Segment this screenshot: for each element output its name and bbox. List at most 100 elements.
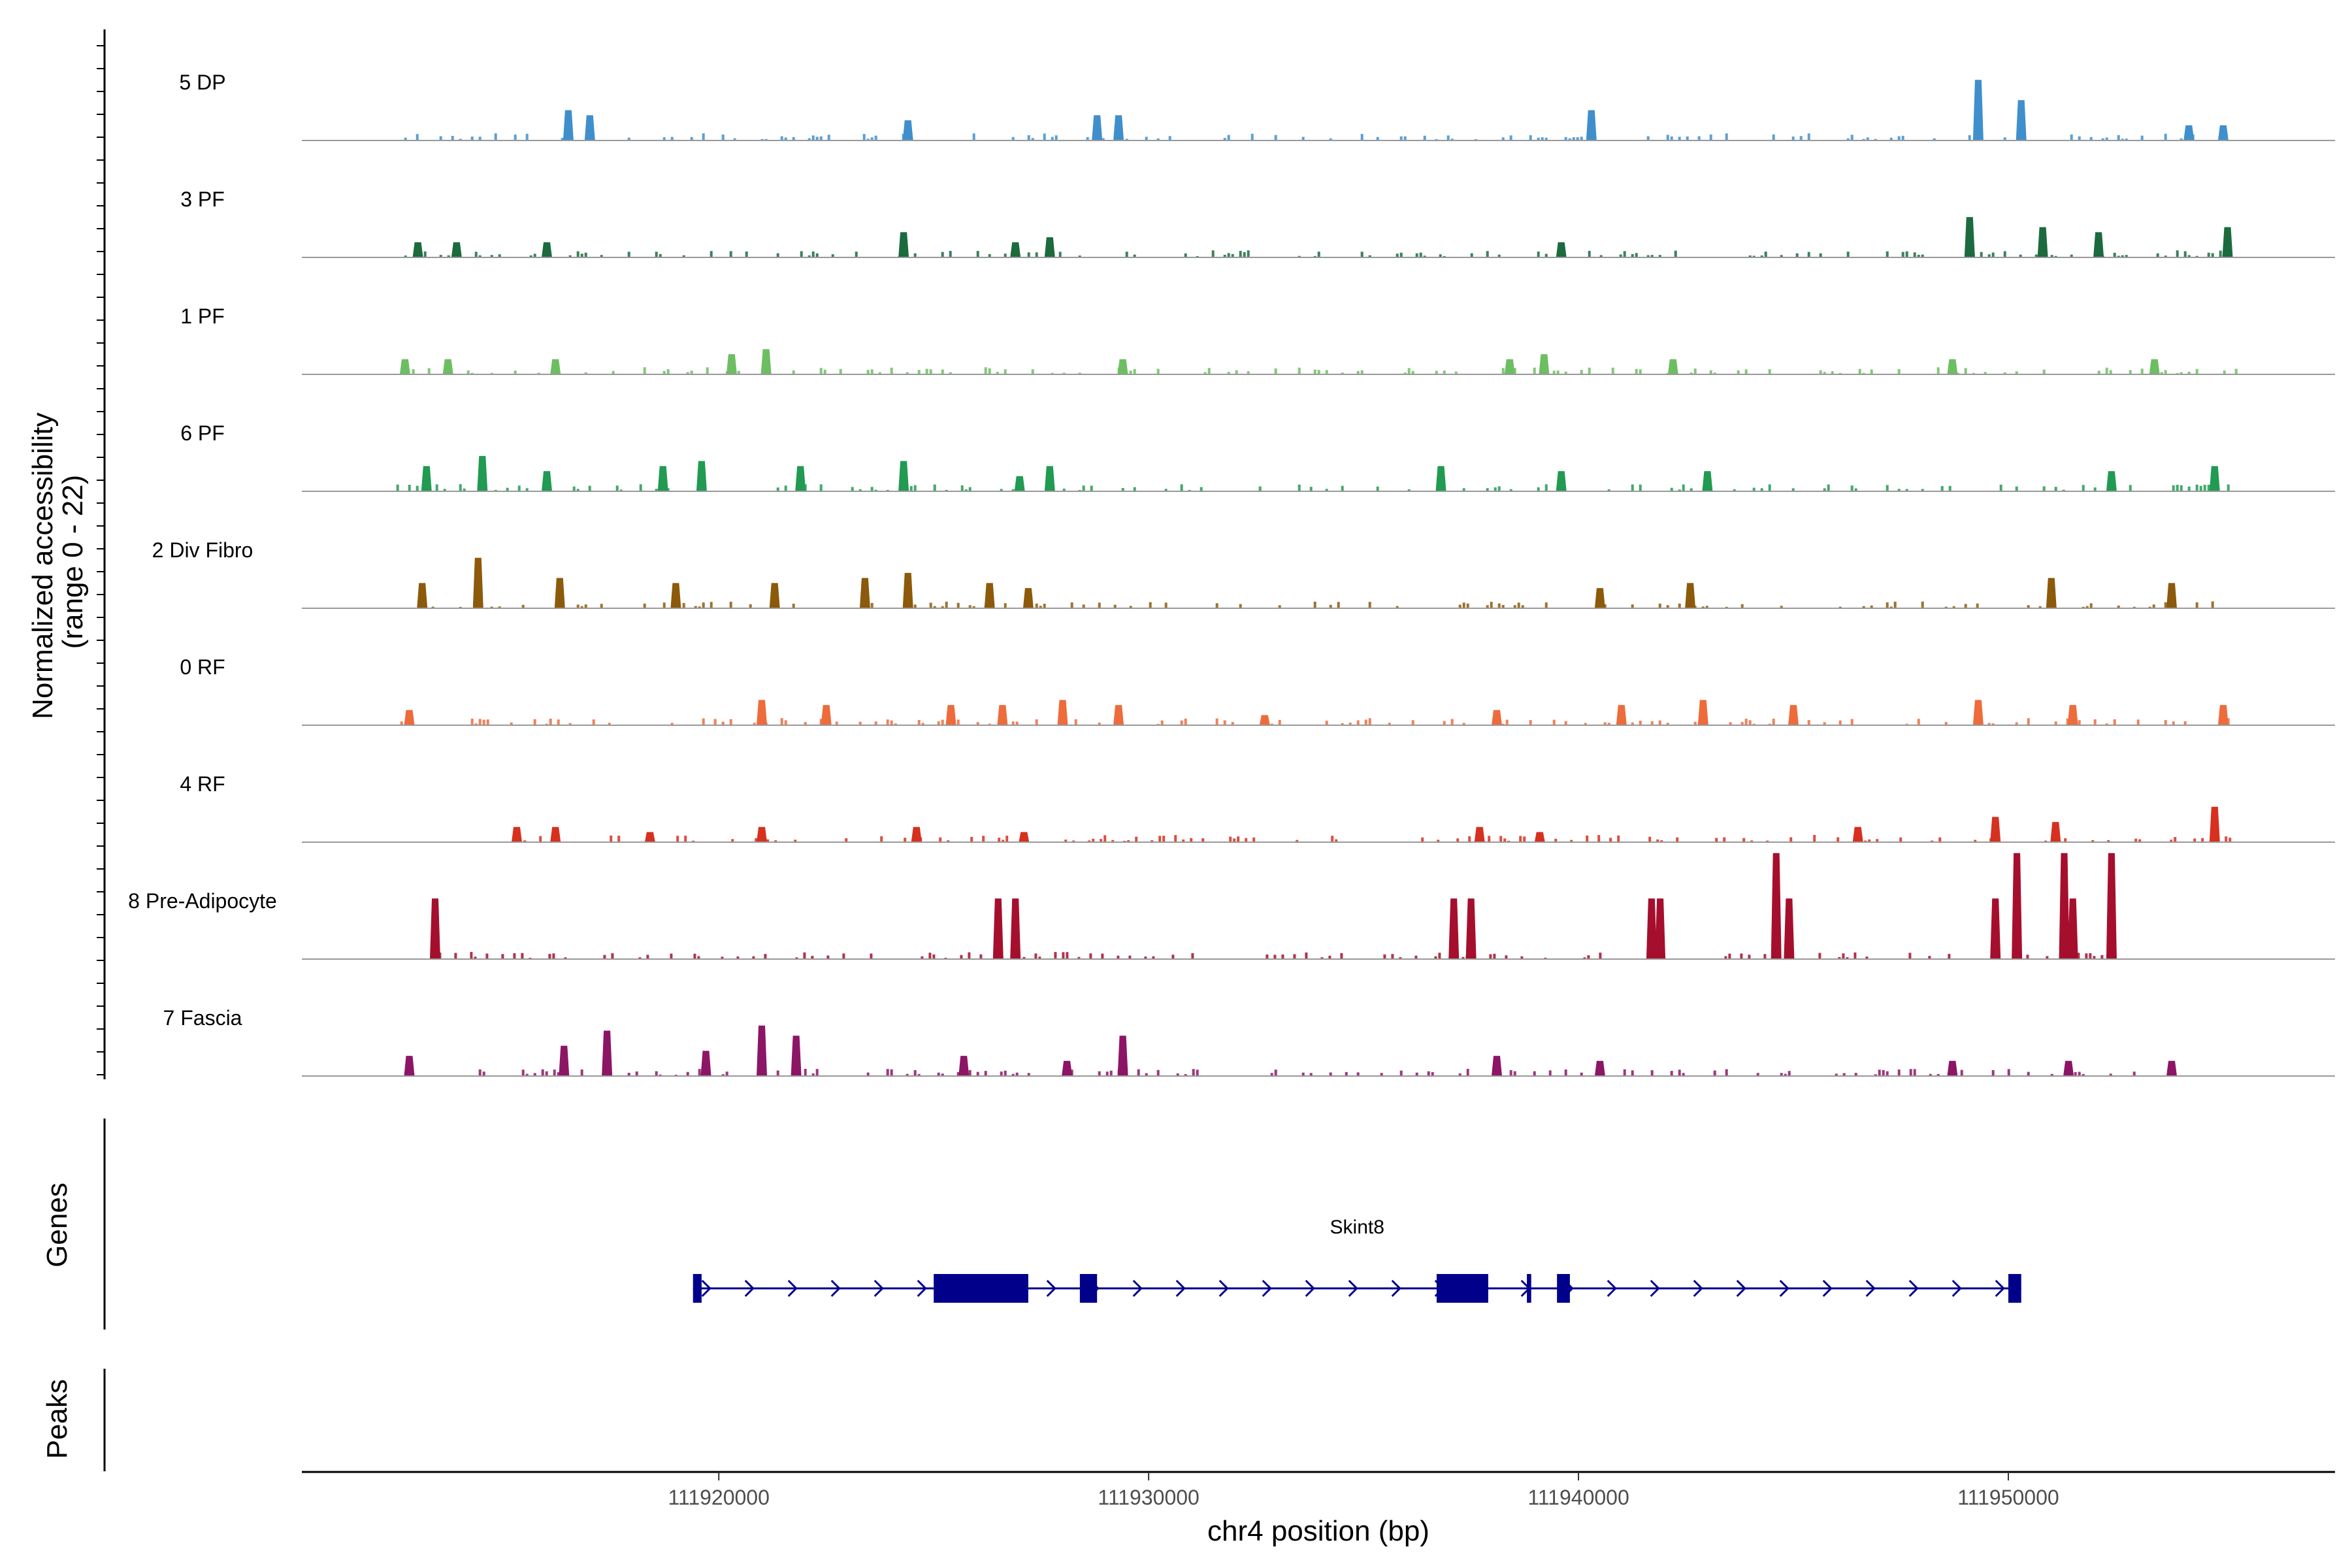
coverage-peak (2149, 359, 2160, 374)
track-2-div-fibro: 2 Div Fibro (152, 538, 2335, 609)
coverage-peak (2067, 705, 2078, 725)
track-background-signal (438, 952, 2104, 959)
coverage-peak (859, 578, 870, 608)
track-7-fascia: 7 Fascia (163, 1006, 2335, 1077)
x-tick-label: 111950000 (1957, 1486, 2059, 1509)
x-axis-title: chr4 position (bp) (1207, 1515, 1429, 1547)
coverage-peak (2016, 100, 2027, 140)
coverage-peak (2046, 578, 2057, 608)
coverage-peak (1117, 359, 1128, 374)
coverage-peak (2050, 822, 2061, 842)
coverage-peak (911, 826, 922, 842)
coverage-peak (898, 232, 909, 257)
strand-arrow-icon (1046, 1279, 1056, 1298)
strand-arrow-icon (1089, 1279, 1100, 1298)
coverage-peak (1667, 359, 1678, 374)
track-label: 8 Pre-Adipocyte (128, 889, 277, 913)
strand-arrow-icon (1175, 1279, 1186, 1298)
coverage-peak (2217, 705, 2229, 725)
gene-exon (1079, 1274, 1098, 1303)
track-background-signal (412, 367, 2238, 374)
track-1-pf: 1 PF (180, 304, 2335, 375)
coverage-peak (472, 557, 483, 608)
track-label: 4 RF (180, 772, 225, 796)
strand-arrow-icon (1908, 1279, 1919, 1298)
coverage-peak (1474, 826, 1485, 842)
coverage-peak (584, 115, 595, 140)
gene-name-label: Skint8 (1330, 1217, 1384, 1238)
coverage-peak (2209, 806, 2220, 842)
coverage-peak (997, 705, 1008, 725)
coverage-peak (1594, 1060, 1605, 1076)
strand-arrow-icon (1822, 1279, 1833, 1298)
coverage-peak (1092, 115, 1103, 140)
coverage-peak (602, 1030, 613, 1076)
coverage-peak (769, 583, 780, 608)
strand-arrow-icon (960, 1279, 970, 1298)
gene-exon (1557, 1274, 1570, 1303)
strand-arrow-icon (1779, 1279, 1789, 1298)
coverage-peak (1616, 705, 1627, 725)
coverage-peak (757, 700, 767, 725)
coverage-peak (1113, 115, 1124, 140)
strand-arrow-icon (701, 1279, 711, 1298)
coverage-peak (726, 354, 737, 374)
coverage-peak (404, 1056, 415, 1076)
coverage-peak (1113, 705, 1124, 725)
gene-exon (693, 1274, 702, 1303)
coverage-peak (984, 583, 995, 608)
coverage-peak (1556, 471, 1567, 491)
coverage-peak (2063, 1060, 2074, 1076)
coverage-peak (1685, 583, 1696, 608)
track-label: 6 PF (180, 421, 225, 445)
gene-exon (2008, 1274, 2021, 1303)
coverage-peak (2093, 232, 2104, 257)
coverage-peak (2209, 466, 2220, 491)
strand-arrow-icon (1952, 1279, 1962, 1298)
coverage-peak (898, 461, 909, 491)
coverage-peak (1972, 700, 1984, 725)
track-label: 7 Fascia (163, 1006, 242, 1030)
coverage-peak (399, 359, 410, 374)
coverage-peak (1435, 466, 1446, 491)
coverage-peak (2059, 853, 2070, 959)
coverage-peak (902, 120, 913, 140)
coverage-peak (1964, 217, 1975, 257)
coverage-peak (1492, 1056, 1502, 1076)
strand-arrow-icon (1607, 1279, 1617, 1298)
x-axis-ticks: 111920000 111930000 111940000 111950000 (668, 1472, 2059, 1509)
track-background-signal (396, 484, 2230, 491)
strand-arrow-icon (1218, 1279, 1229, 1298)
coverage-peak (644, 832, 655, 842)
coverage-peak (757, 826, 767, 842)
genes-panel-label: Genes (41, 1183, 73, 1267)
coverage-peak (1534, 832, 1545, 842)
coverage-peak (442, 359, 453, 374)
coverage-peak (2166, 583, 2177, 608)
strand-arrow-icon (1563, 1279, 1574, 1298)
coverage-peak (2012, 853, 2023, 959)
coverage-peak (2183, 125, 2195, 140)
coverage-peak (1044, 237, 1055, 257)
coverage-peak (1586, 110, 1597, 140)
y-axis-title-line2: (range 0 - 22) (57, 475, 89, 649)
coverage-peak (1947, 359, 1958, 374)
track-label: 3 PF (180, 188, 225, 211)
coverage-peak (992, 898, 1004, 959)
coverage-peak (1646, 898, 1657, 959)
track-4-rf: 4 RF (180, 772, 2335, 843)
strand-arrow-icon (874, 1279, 884, 1298)
strand-arrow-icon (1995, 1279, 2005, 1298)
coverage-peak (1702, 471, 1713, 491)
coverage-peak (542, 242, 552, 257)
x-tick-label: 111940000 (1527, 1486, 1629, 1509)
coverage-peak (696, 461, 707, 491)
coverage-peak (1057, 700, 1068, 725)
gene-track: Skint8 (693, 1217, 2021, 1303)
gene-skint8: Skint8 (693, 1217, 2021, 1303)
coverage-peak (1492, 710, 1502, 725)
coverage-peak (512, 826, 522, 842)
coverage-peak (1539, 354, 1550, 374)
coverage-peak (1465, 898, 1477, 959)
coverage-peak (412, 242, 423, 257)
